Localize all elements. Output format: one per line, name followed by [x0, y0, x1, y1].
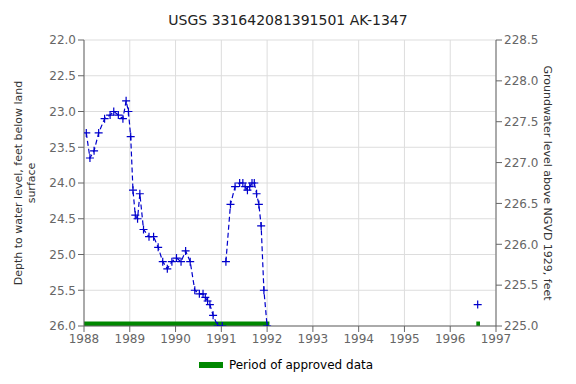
html-text:USGS 331642081391501 AK-1347: USGS 331642081391501 AK-1347 — [168, 12, 408, 28]
svg-text:1991: 1991 — [206, 332, 237, 346]
svg-text:25.0: 25.0 — [49, 248, 76, 262]
svg-text:22.5: 22.5 — [49, 69, 76, 83]
svg-text:23.0: 23.0 — [49, 105, 76, 119]
svg-text:1992: 1992 — [252, 332, 283, 346]
svg-text:1997: 1997 — [481, 332, 512, 346]
svg-text:227.5: 227.5 — [504, 115, 538, 129]
svg-text:1989: 1989 — [115, 332, 146, 346]
svg-text:1996: 1996 — [435, 332, 466, 346]
svg-text:Depth to water level, feet bel: Depth to water level, feet below landsur… — [12, 81, 38, 286]
svg-text:1990: 1990 — [160, 332, 191, 346]
svg-text:1994: 1994 — [343, 332, 374, 346]
svg-text:228.5: 228.5 — [504, 33, 538, 47]
svg-text:24.5: 24.5 — [49, 212, 76, 226]
svg-text:226.5: 226.5 — [504, 197, 538, 211]
svg-text:Groundwater level above NGVD 1: Groundwater level above NGVD 1929, feet — [541, 65, 554, 301]
svg-text:228.0: 228.0 — [504, 74, 538, 88]
svg-text:25.5: 25.5 — [49, 284, 76, 298]
svg-text:225.0: 225.0 — [504, 319, 538, 333]
svg-text:1995: 1995 — [389, 332, 420, 346]
html-text:Period of approved data: Period of approved data — [228, 358, 374, 372]
svg-text:1988: 1988 — [69, 332, 100, 346]
svg-text:1993: 1993 — [298, 332, 329, 346]
svg-text:23.5: 23.5 — [49, 141, 76, 155]
svg-text:24.0: 24.0 — [49, 176, 76, 190]
svg-text:22.0: 22.0 — [49, 33, 76, 47]
svg-text:226.0: 226.0 — [504, 238, 538, 252]
svg-text:225.5: 225.5 — [504, 278, 538, 292]
svg-text:26.0: 26.0 — [49, 319, 76, 333]
svg-text:227.0: 227.0 — [504, 156, 538, 170]
